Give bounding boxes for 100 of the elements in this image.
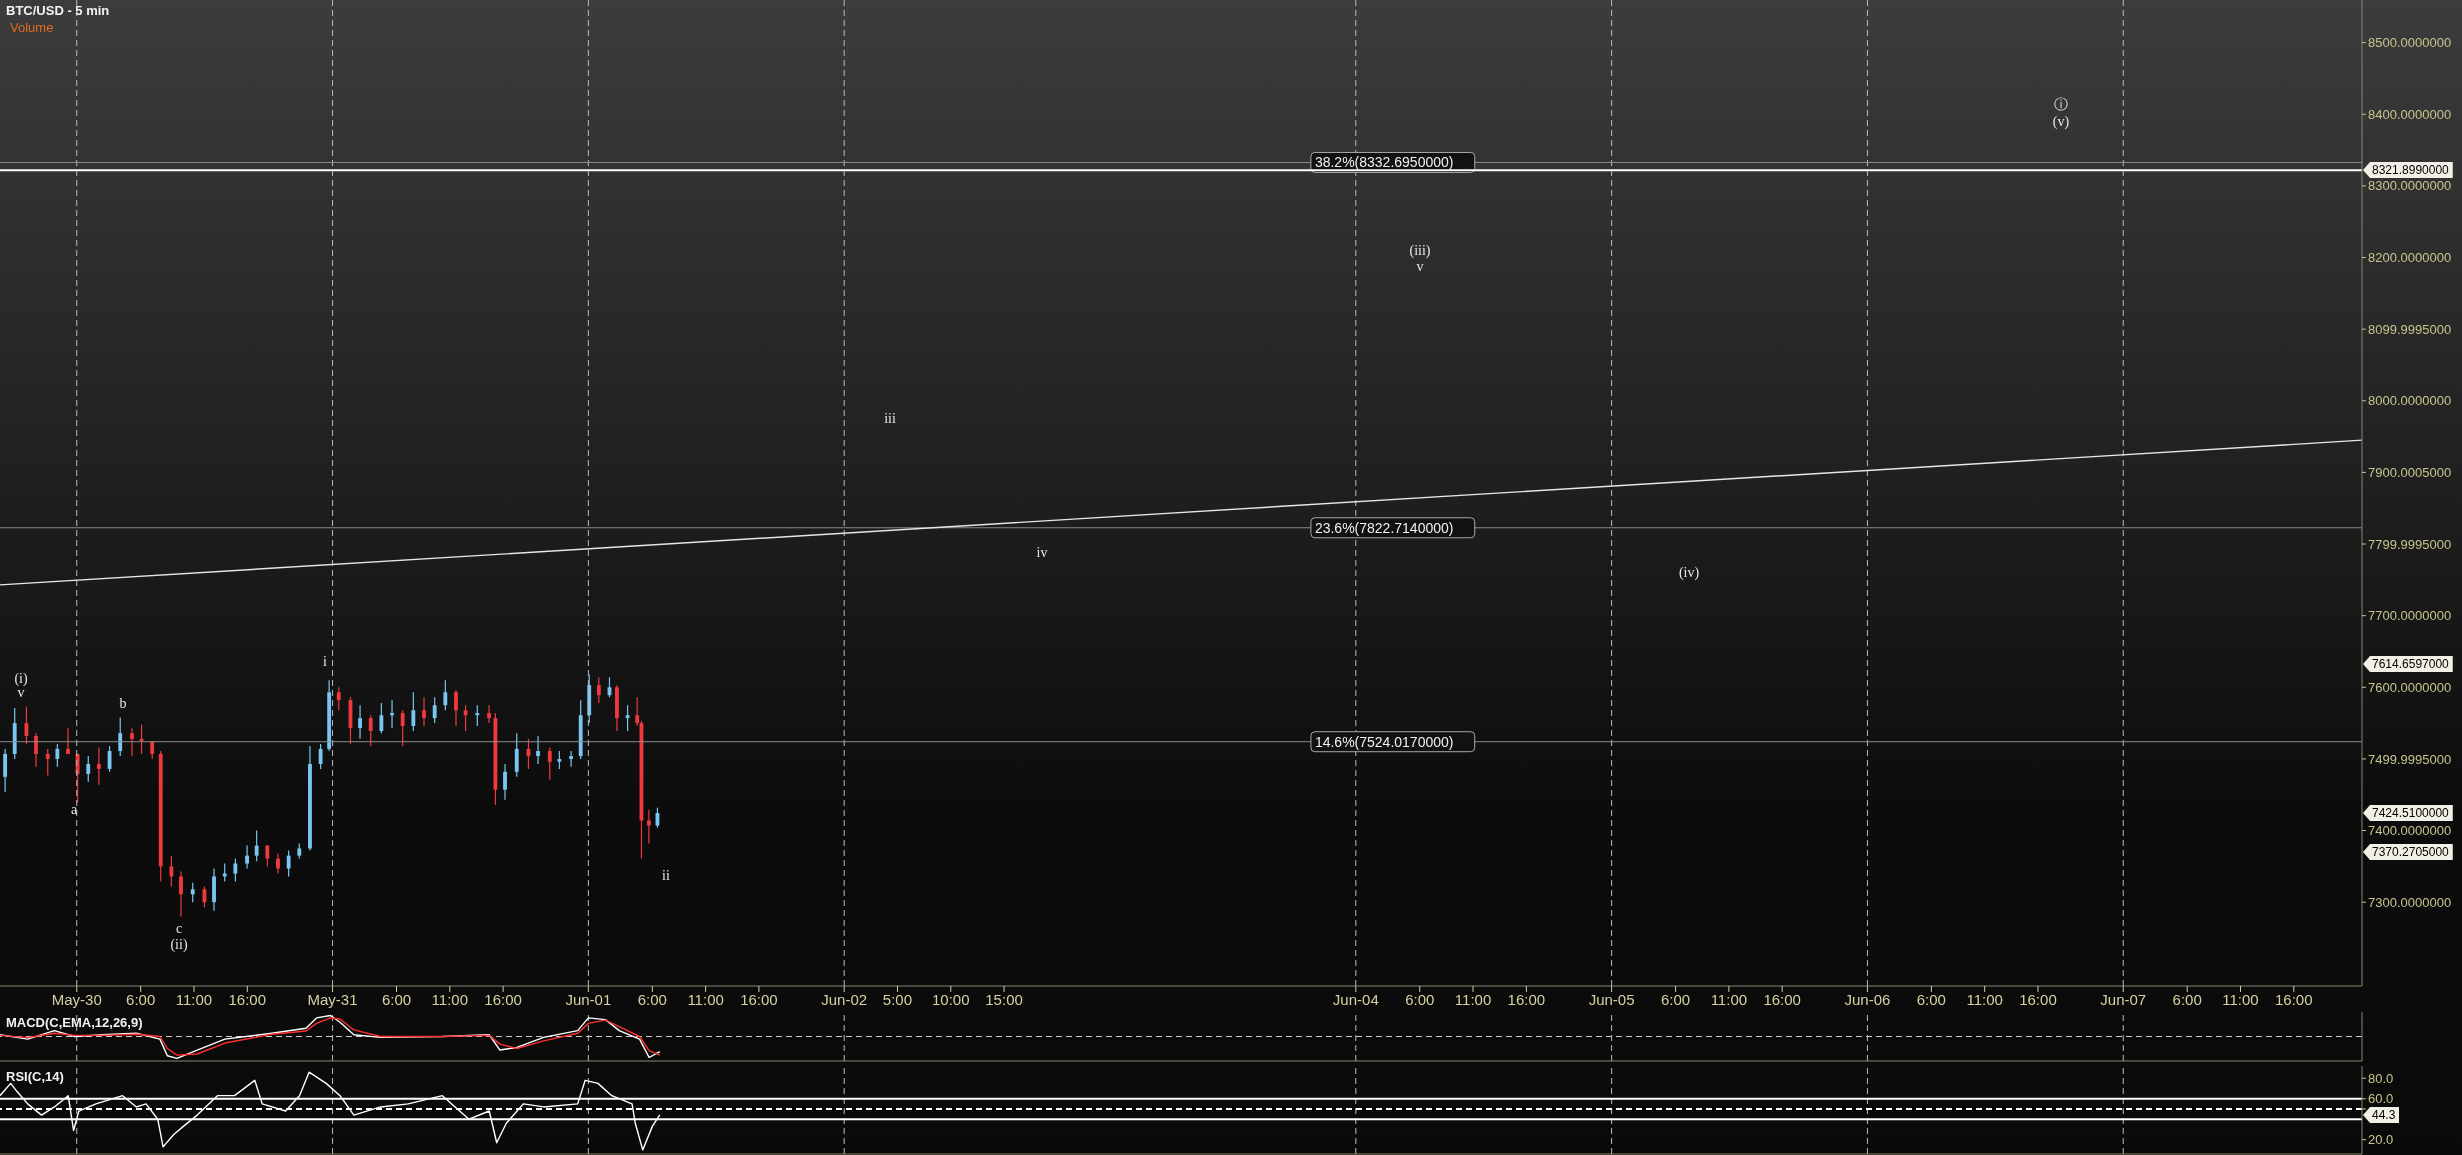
x-tick-label: 11:00 bbox=[1966, 990, 2003, 1008]
y-tick-label: 7799.9995000 bbox=[2368, 536, 2452, 552]
candlestick bbox=[536, 735, 540, 765]
x-tick-label: May-30 bbox=[51, 990, 102, 1008]
candlestick bbox=[190, 882, 195, 903]
candlestick bbox=[34, 732, 38, 768]
y-tick-label: 8200.0000000 bbox=[2368, 250, 2452, 266]
chart-title: RSI(C,14) bbox=[6, 1069, 64, 1084]
candlestick bbox=[169, 855, 174, 888]
x-tick-label: 11:00 bbox=[687, 990, 724, 1008]
y-tick-label: 20.0 bbox=[2368, 1132, 2394, 1148]
candlestick bbox=[379, 702, 384, 734]
candlestick bbox=[336, 686, 341, 711]
annotation: v bbox=[1416, 259, 1424, 275]
x-tick-label: 6:00 bbox=[637, 990, 667, 1008]
text: 44.3 bbox=[2363, 1107, 2400, 1123]
x-tick-label: 11:00 bbox=[1710, 990, 1748, 1008]
x-tick-label: 16:00 bbox=[2019, 990, 2057, 1008]
candlestick bbox=[86, 755, 91, 783]
candlestick bbox=[514, 732, 519, 778]
annotation: iv bbox=[1036, 545, 1048, 561]
annotation: (v) bbox=[2052, 114, 2070, 130]
y-tick-label: 7300.0000000 bbox=[2368, 894, 2452, 910]
annotation: a bbox=[70, 802, 78, 818]
y-tick-label: 8099.9995000 bbox=[2368, 321, 2452, 337]
candlestick bbox=[547, 746, 552, 781]
candlestick bbox=[443, 679, 448, 711]
x-tick-label: 6:00 bbox=[126, 990, 156, 1008]
x-tick-label: 11:00 bbox=[1454, 990, 1492, 1008]
x-tick-label: 6:00 bbox=[1660, 990, 1691, 1008]
annotation: i bbox=[323, 654, 327, 670]
candlestick bbox=[45, 748, 50, 777]
annotation: v bbox=[17, 685, 25, 701]
x-tick-label: 5:00 bbox=[882, 990, 913, 1008]
x-tick-label: 16:00 bbox=[484, 990, 522, 1008]
candlestick bbox=[368, 714, 373, 747]
x-tick-label: Jun-04 bbox=[1332, 990, 1379, 1008]
y-tick-label: 8400.0000000 bbox=[2368, 106, 2452, 122]
x-tick-label: Jun-06 bbox=[1844, 990, 1891, 1008]
y-tick-label: 80.0 bbox=[2368, 1070, 2394, 1086]
annotation: (iv) bbox=[1678, 565, 1700, 581]
annotation: (ii) bbox=[170, 937, 188, 953]
candlestick bbox=[432, 696, 437, 724]
candlestick bbox=[97, 746, 101, 786]
x-tick-label: May-31 bbox=[307, 990, 358, 1008]
candlestick bbox=[422, 696, 426, 727]
x-tick-label: Jun-02 bbox=[821, 990, 868, 1008]
y-tick-label: 7600.0000000 bbox=[2368, 679, 2452, 695]
x-tick-label: 11:00 bbox=[2222, 990, 2259, 1008]
y-tick-label: 60.0 bbox=[2368, 1091, 2394, 1107]
candlestick bbox=[569, 750, 574, 768]
candlestick bbox=[265, 844, 270, 867]
x-tick-label: 15:00 bbox=[985, 990, 1023, 1008]
y-tick-label: 7499.9995000 bbox=[2368, 751, 2452, 767]
candlestick bbox=[411, 691, 416, 732]
chart-title: MACD(C,EMA,12,26,9) bbox=[6, 1015, 143, 1030]
candlestick bbox=[454, 689, 458, 727]
x-tick-label: 16:00 bbox=[1507, 990, 1546, 1008]
candlestick bbox=[286, 850, 291, 877]
ref-line-label: 23.6%(7822.7140000) bbox=[1314, 519, 1454, 536]
ref-line-label: 14.6%(7524.0170000) bbox=[1314, 733, 1454, 750]
candlestick bbox=[118, 716, 123, 757]
y-tick-label: 8300.0000000 bbox=[2368, 178, 2452, 194]
annotation: (iii) bbox=[1409, 243, 1431, 259]
annotation: iii bbox=[884, 411, 896, 427]
x-tick-label: Jun-01 bbox=[565, 990, 612, 1008]
x-tick-label: Jun-05 bbox=[1588, 990, 1635, 1008]
x-tick-label: 16:00 bbox=[228, 990, 267, 1008]
annotation: ⓘ bbox=[2054, 97, 2068, 113]
candlestick bbox=[245, 845, 249, 870]
candlestick bbox=[66, 727, 70, 755]
y-tick-label: 7400.0000000 bbox=[2368, 823, 2452, 839]
candlestick bbox=[254, 829, 259, 862]
text: 7614.6597000 bbox=[2363, 656, 2453, 672]
candlestick bbox=[400, 709, 405, 747]
candlestick bbox=[55, 743, 60, 768]
x-tick-label: 11:00 bbox=[175, 990, 213, 1008]
x-tick-label: 16:00 bbox=[2275, 990, 2313, 1008]
candlestick bbox=[390, 699, 394, 729]
x-tick-label: 11:00 bbox=[431, 990, 469, 1008]
candlestick bbox=[130, 727, 134, 757]
x-tick-label: 6:00 bbox=[1405, 990, 1435, 1008]
candlestick bbox=[276, 852, 280, 875]
x-tick-label: 16:00 bbox=[1763, 990, 1801, 1008]
text: 8321.8990000 bbox=[2363, 162, 2453, 178]
chart-title: BTC/USD - 5 min bbox=[6, 3, 110, 18]
annotation: b bbox=[119, 696, 127, 712]
candlestick bbox=[3, 748, 8, 793]
candlestick bbox=[318, 743, 323, 770]
text: 7370.2705000 bbox=[2363, 844, 2453, 860]
candlestick bbox=[358, 704, 362, 740]
y-tick-label: 8000.0000000 bbox=[2368, 393, 2452, 409]
x-tick-label: Jun-07 bbox=[2100, 990, 2147, 1008]
candlestick bbox=[475, 704, 480, 727]
x-tick-label: 10:00 bbox=[932, 990, 970, 1008]
candlestick bbox=[233, 857, 238, 883]
y-tick-label: 7700.0000000 bbox=[2368, 608, 2452, 624]
x-tick-label: 16:00 bbox=[740, 990, 778, 1008]
text: 7424.5100000 bbox=[2363, 805, 2453, 821]
y-tick-label: 8500.0000000 bbox=[2368, 35, 2452, 51]
